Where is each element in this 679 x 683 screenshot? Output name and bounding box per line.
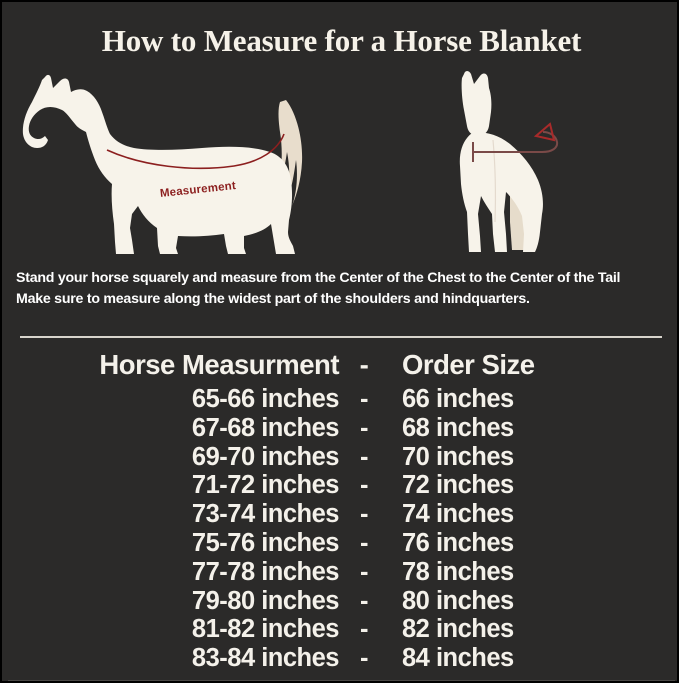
cell-order-size: 82 inches xyxy=(402,615,514,644)
table-row: 77-78 inches - 78 inches xyxy=(2,557,677,587)
table-row: 69-70 inches - 70 inches xyxy=(2,442,677,472)
table-row: 75-76 inches - 76 inches xyxy=(2,528,677,558)
column-header-order-size: Order Size xyxy=(402,349,535,380)
cell-measurement: 69-70 inches xyxy=(191,442,340,471)
measurement-arrowhead xyxy=(533,122,556,142)
cell-order-size: 78 inches xyxy=(402,557,514,586)
cell-dash: - xyxy=(360,500,369,529)
measurement-wrap-line xyxy=(473,131,559,153)
cell-measurement: 83-84 inches xyxy=(191,644,340,673)
column-header-dash: - xyxy=(359,349,369,380)
cell-dash: - xyxy=(360,413,369,442)
horse-body-seam xyxy=(492,139,496,223)
instructions-text: Stand your horse squarely and measure fr… xyxy=(16,268,668,310)
cell-measurement: 75-76 inches xyxy=(191,528,340,557)
cell-order-size: 72 inches xyxy=(402,471,514,500)
cell-measurement: 81-82 inches xyxy=(191,615,340,644)
cell-dash: - xyxy=(360,586,369,615)
cell-dash: - xyxy=(360,442,369,471)
cell-order-size: 84 inches xyxy=(402,644,514,673)
cell-order-size: 66 inches xyxy=(402,385,514,413)
horse-side-view: Measurement xyxy=(12,62,352,262)
table-row: 67-68 inches - 68 inches xyxy=(2,413,677,443)
cell-dash: - xyxy=(360,557,369,586)
cell-dash: - xyxy=(360,471,369,500)
table-row: 73-74 inches - 74 inches xyxy=(2,500,677,529)
horse-illustrations: Measurement xyxy=(2,62,677,262)
table-row: 79-80 inches - 80 inches xyxy=(2,586,677,616)
cell-dash: - xyxy=(360,385,369,413)
cell-measurement: 65-66 inches xyxy=(191,385,340,413)
cell-order-size: 76 inches xyxy=(402,528,514,557)
cell-order-size: 74 inches xyxy=(402,500,514,529)
horse-head xyxy=(461,71,492,136)
cell-dash: - xyxy=(360,528,369,557)
horse-front-view xyxy=(402,62,677,262)
cell-order-size: 70 inches xyxy=(402,442,514,471)
table-header-row: Horse Measurment - Order Size xyxy=(2,344,677,385)
divider-bottom xyxy=(8,680,675,681)
page-title: How to Measure for a Horse Blanket xyxy=(101,23,582,58)
measurement-line xyxy=(106,133,285,170)
horse-chest-body xyxy=(459,132,543,252)
horse-side-view-icon xyxy=(22,74,303,254)
column-header-measurement: Horse Measurment xyxy=(99,349,339,380)
table-row: 65-66 inches - 66 inches xyxy=(2,385,677,414)
table-row: 81-82 inches - 82 inches xyxy=(2,615,677,644)
cell-order-size: 80 inches xyxy=(402,586,514,615)
divider-above-table xyxy=(20,336,662,338)
cell-measurement: 71-72 inches xyxy=(191,471,340,500)
instructions-line-1: Stand your horse squarely and measure fr… xyxy=(16,270,621,286)
instructions-line-2: Make sure to measure along the widest pa… xyxy=(16,291,530,307)
horse-front-view-icon xyxy=(459,71,559,252)
table-row: 71-72 inches - 72 inches xyxy=(2,471,677,500)
table-row: 83-84 inches - 84 inches xyxy=(2,644,677,673)
cell-measurement: 79-80 inches xyxy=(191,586,340,615)
cell-measurement: 73-74 inches xyxy=(191,500,340,529)
cell-measurement: 77-78 inches xyxy=(191,557,340,586)
cell-measurement: 67-68 inches xyxy=(191,413,340,442)
cell-order-size: 68 inches xyxy=(402,413,514,442)
horse-tail xyxy=(278,100,303,206)
cell-dash: - xyxy=(360,644,369,673)
size-chart-table: Horse Measurment - Order Size 65-66 inch… xyxy=(2,344,677,673)
cell-dash: - xyxy=(360,615,369,644)
